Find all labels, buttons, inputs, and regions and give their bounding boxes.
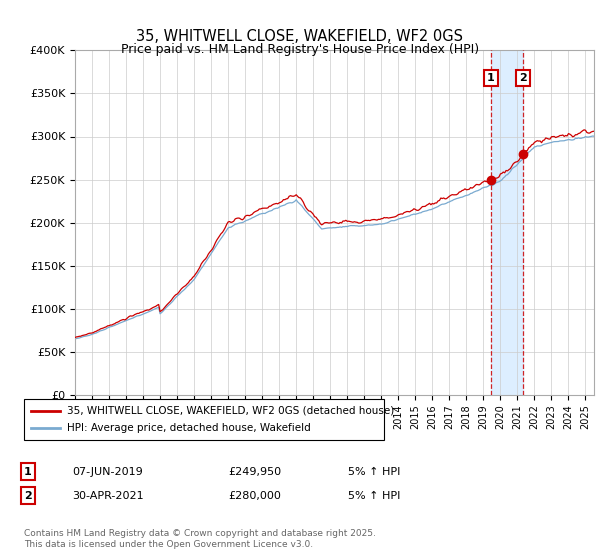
Text: £280,000: £280,000 bbox=[228, 491, 281, 501]
Text: 1: 1 bbox=[487, 73, 495, 83]
Text: Contains HM Land Registry data © Crown copyright and database right 2025.
This d: Contains HM Land Registry data © Crown c… bbox=[24, 529, 376, 549]
Text: 5% ↑ HPI: 5% ↑ HPI bbox=[348, 466, 400, 477]
Text: 35, WHITWELL CLOSE, WAKEFIELD, WF2 0GS (detached house): 35, WHITWELL CLOSE, WAKEFIELD, WF2 0GS (… bbox=[67, 405, 394, 416]
Bar bbox=[491, 50, 523, 395]
Text: 35, WHITWELL CLOSE, WAKEFIELD, WF2 0GS: 35, WHITWELL CLOSE, WAKEFIELD, WF2 0GS bbox=[137, 29, 464, 44]
Text: 2: 2 bbox=[24, 491, 32, 501]
Text: 30-APR-2021: 30-APR-2021 bbox=[72, 491, 143, 501]
Text: 5% ↑ HPI: 5% ↑ HPI bbox=[348, 491, 400, 501]
Text: £249,950: £249,950 bbox=[228, 466, 281, 477]
FancyBboxPatch shape bbox=[24, 399, 384, 440]
Text: 1: 1 bbox=[24, 466, 32, 477]
Text: 07-JUN-2019: 07-JUN-2019 bbox=[72, 466, 143, 477]
Text: HPI: Average price, detached house, Wakefield: HPI: Average price, detached house, Wake… bbox=[67, 423, 311, 433]
Text: 2: 2 bbox=[519, 73, 527, 83]
Text: Price paid vs. HM Land Registry's House Price Index (HPI): Price paid vs. HM Land Registry's House … bbox=[121, 43, 479, 56]
